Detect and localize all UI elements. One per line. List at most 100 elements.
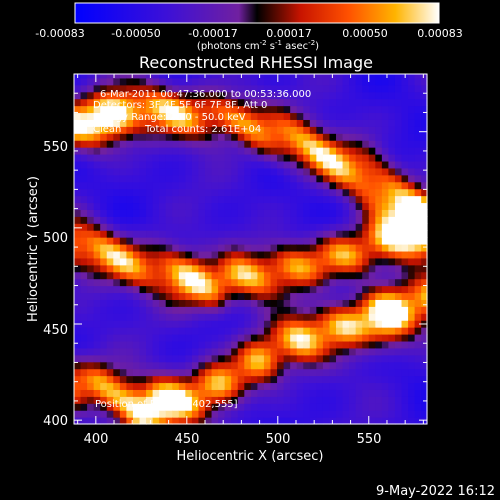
heatmap-cell <box>401 195 409 204</box>
heatmap-cell <box>336 119 344 127</box>
heatmap-cell <box>336 133 344 141</box>
heatmap-cell <box>408 216 416 224</box>
heatmap-cell <box>100 306 108 314</box>
heatmap-cell <box>349 237 357 245</box>
heatmap-cell <box>224 292 232 300</box>
heatmap-cell <box>93 223 101 231</box>
heatmap-cell <box>191 382 200 390</box>
heatmap-cell <box>283 382 291 390</box>
heatmap-cell <box>270 264 278 273</box>
heatmap-cell <box>159 209 167 217</box>
heatmap-cell <box>401 181 409 190</box>
heatmap-cell <box>394 133 403 141</box>
heatmap-cell <box>401 91 409 100</box>
heatmap-cell <box>218 126 226 134</box>
heatmap-cell <box>100 133 108 141</box>
heatmap-cell <box>349 264 357 273</box>
heatmap-cell <box>283 306 291 314</box>
heatmap-cell <box>296 389 304 397</box>
heatmap-cell <box>106 403 114 411</box>
heatmap-cell <box>368 154 376 162</box>
heatmap-cell <box>231 98 239 107</box>
heatmap-cell <box>342 244 350 252</box>
heatmap-cell <box>303 382 311 390</box>
heatmap-cell <box>80 237 88 245</box>
heatmap-cell <box>290 403 298 411</box>
heatmap-cell <box>237 292 245 300</box>
heatmap-cell <box>211 403 219 411</box>
heatmap-cell <box>244 77 252 86</box>
heatmap-cell <box>414 354 422 363</box>
heatmap-cell <box>93 257 101 266</box>
heatmap-cell <box>388 140 396 148</box>
heatmap-cell <box>139 340 147 349</box>
heatmap-cell <box>290 250 298 259</box>
heatmap-cell <box>185 237 193 245</box>
heatmap-cell <box>283 354 291 363</box>
heatmap-cell <box>250 230 259 238</box>
heatmap-cell <box>100 237 108 245</box>
heatmap-cell <box>296 257 304 266</box>
heatmap-cell <box>224 340 232 349</box>
heatmap-cell <box>283 84 291 93</box>
heatmap-cell <box>198 74 206 79</box>
heatmap-cell <box>132 361 141 370</box>
heatmap-cell <box>106 91 114 100</box>
heatmap-cell <box>244 334 252 342</box>
heatmap-cell <box>329 223 337 231</box>
heatmap-cell <box>414 264 422 273</box>
colorbar-ticks: -0.00083 -0.00050 -0.00017 0.00017 0.000… <box>35 27 462 40</box>
heatmap-cell <box>100 313 108 321</box>
heatmap-cell <box>119 417 127 425</box>
heatmap-cell <box>336 112 344 120</box>
heatmap-cell <box>172 389 180 397</box>
heatmap-cell <box>296 223 304 231</box>
heatmap-cell <box>146 147 154 155</box>
heatmap-cell <box>408 119 416 127</box>
heatmap-cell <box>355 105 363 114</box>
heatmap-cell <box>277 244 285 252</box>
heatmap-cell <box>80 389 88 397</box>
heatmap-cell <box>349 195 357 204</box>
heatmap-cell <box>355 403 363 411</box>
heatmap-cell <box>165 174 173 183</box>
heatmap-cell <box>185 285 193 294</box>
heatmap-cell <box>87 230 95 238</box>
heatmap-cell <box>263 271 272 280</box>
heatmap-cell <box>316 133 324 141</box>
heatmap-cell <box>355 320 363 328</box>
heatmap-cell <box>132 292 141 300</box>
heatmap-cell <box>106 250 114 259</box>
heatmap-cell <box>178 292 186 300</box>
heatmap-cell <box>113 154 121 162</box>
heatmap-cell <box>191 188 200 197</box>
heatmap-cell <box>349 133 357 141</box>
heatmap-cell <box>113 257 121 266</box>
heatmap-cell <box>336 278 344 287</box>
heatmap-cell <box>388 84 396 93</box>
heatmap-cell <box>257 202 265 210</box>
heatmap-cell <box>375 223 383 231</box>
heatmap-cell <box>237 202 245 210</box>
heatmap-cell <box>80 250 88 259</box>
heatmap-cell <box>388 154 396 162</box>
heatmap-cell <box>100 188 108 197</box>
heatmap-cell <box>375 126 383 134</box>
heatmap-cell <box>303 174 311 183</box>
heatmap-cell <box>408 237 416 245</box>
heatmap-cell <box>394 375 403 384</box>
heatmap-cell <box>224 154 232 162</box>
heatmap-cell <box>349 292 357 300</box>
heatmap-cell <box>257 244 265 252</box>
heatmap-cell <box>165 361 173 370</box>
heatmap-cell <box>132 202 141 210</box>
heatmap-cell <box>381 188 390 197</box>
heatmap-cell <box>342 105 350 114</box>
heatmap-cell <box>191 361 200 370</box>
heatmap-cell <box>296 133 304 141</box>
heatmap-cell <box>316 195 324 204</box>
heatmap-cell <box>172 320 180 328</box>
heatmap-cell <box>172 257 180 266</box>
heatmap-cell <box>388 195 396 204</box>
heatmap-cell <box>185 140 193 148</box>
